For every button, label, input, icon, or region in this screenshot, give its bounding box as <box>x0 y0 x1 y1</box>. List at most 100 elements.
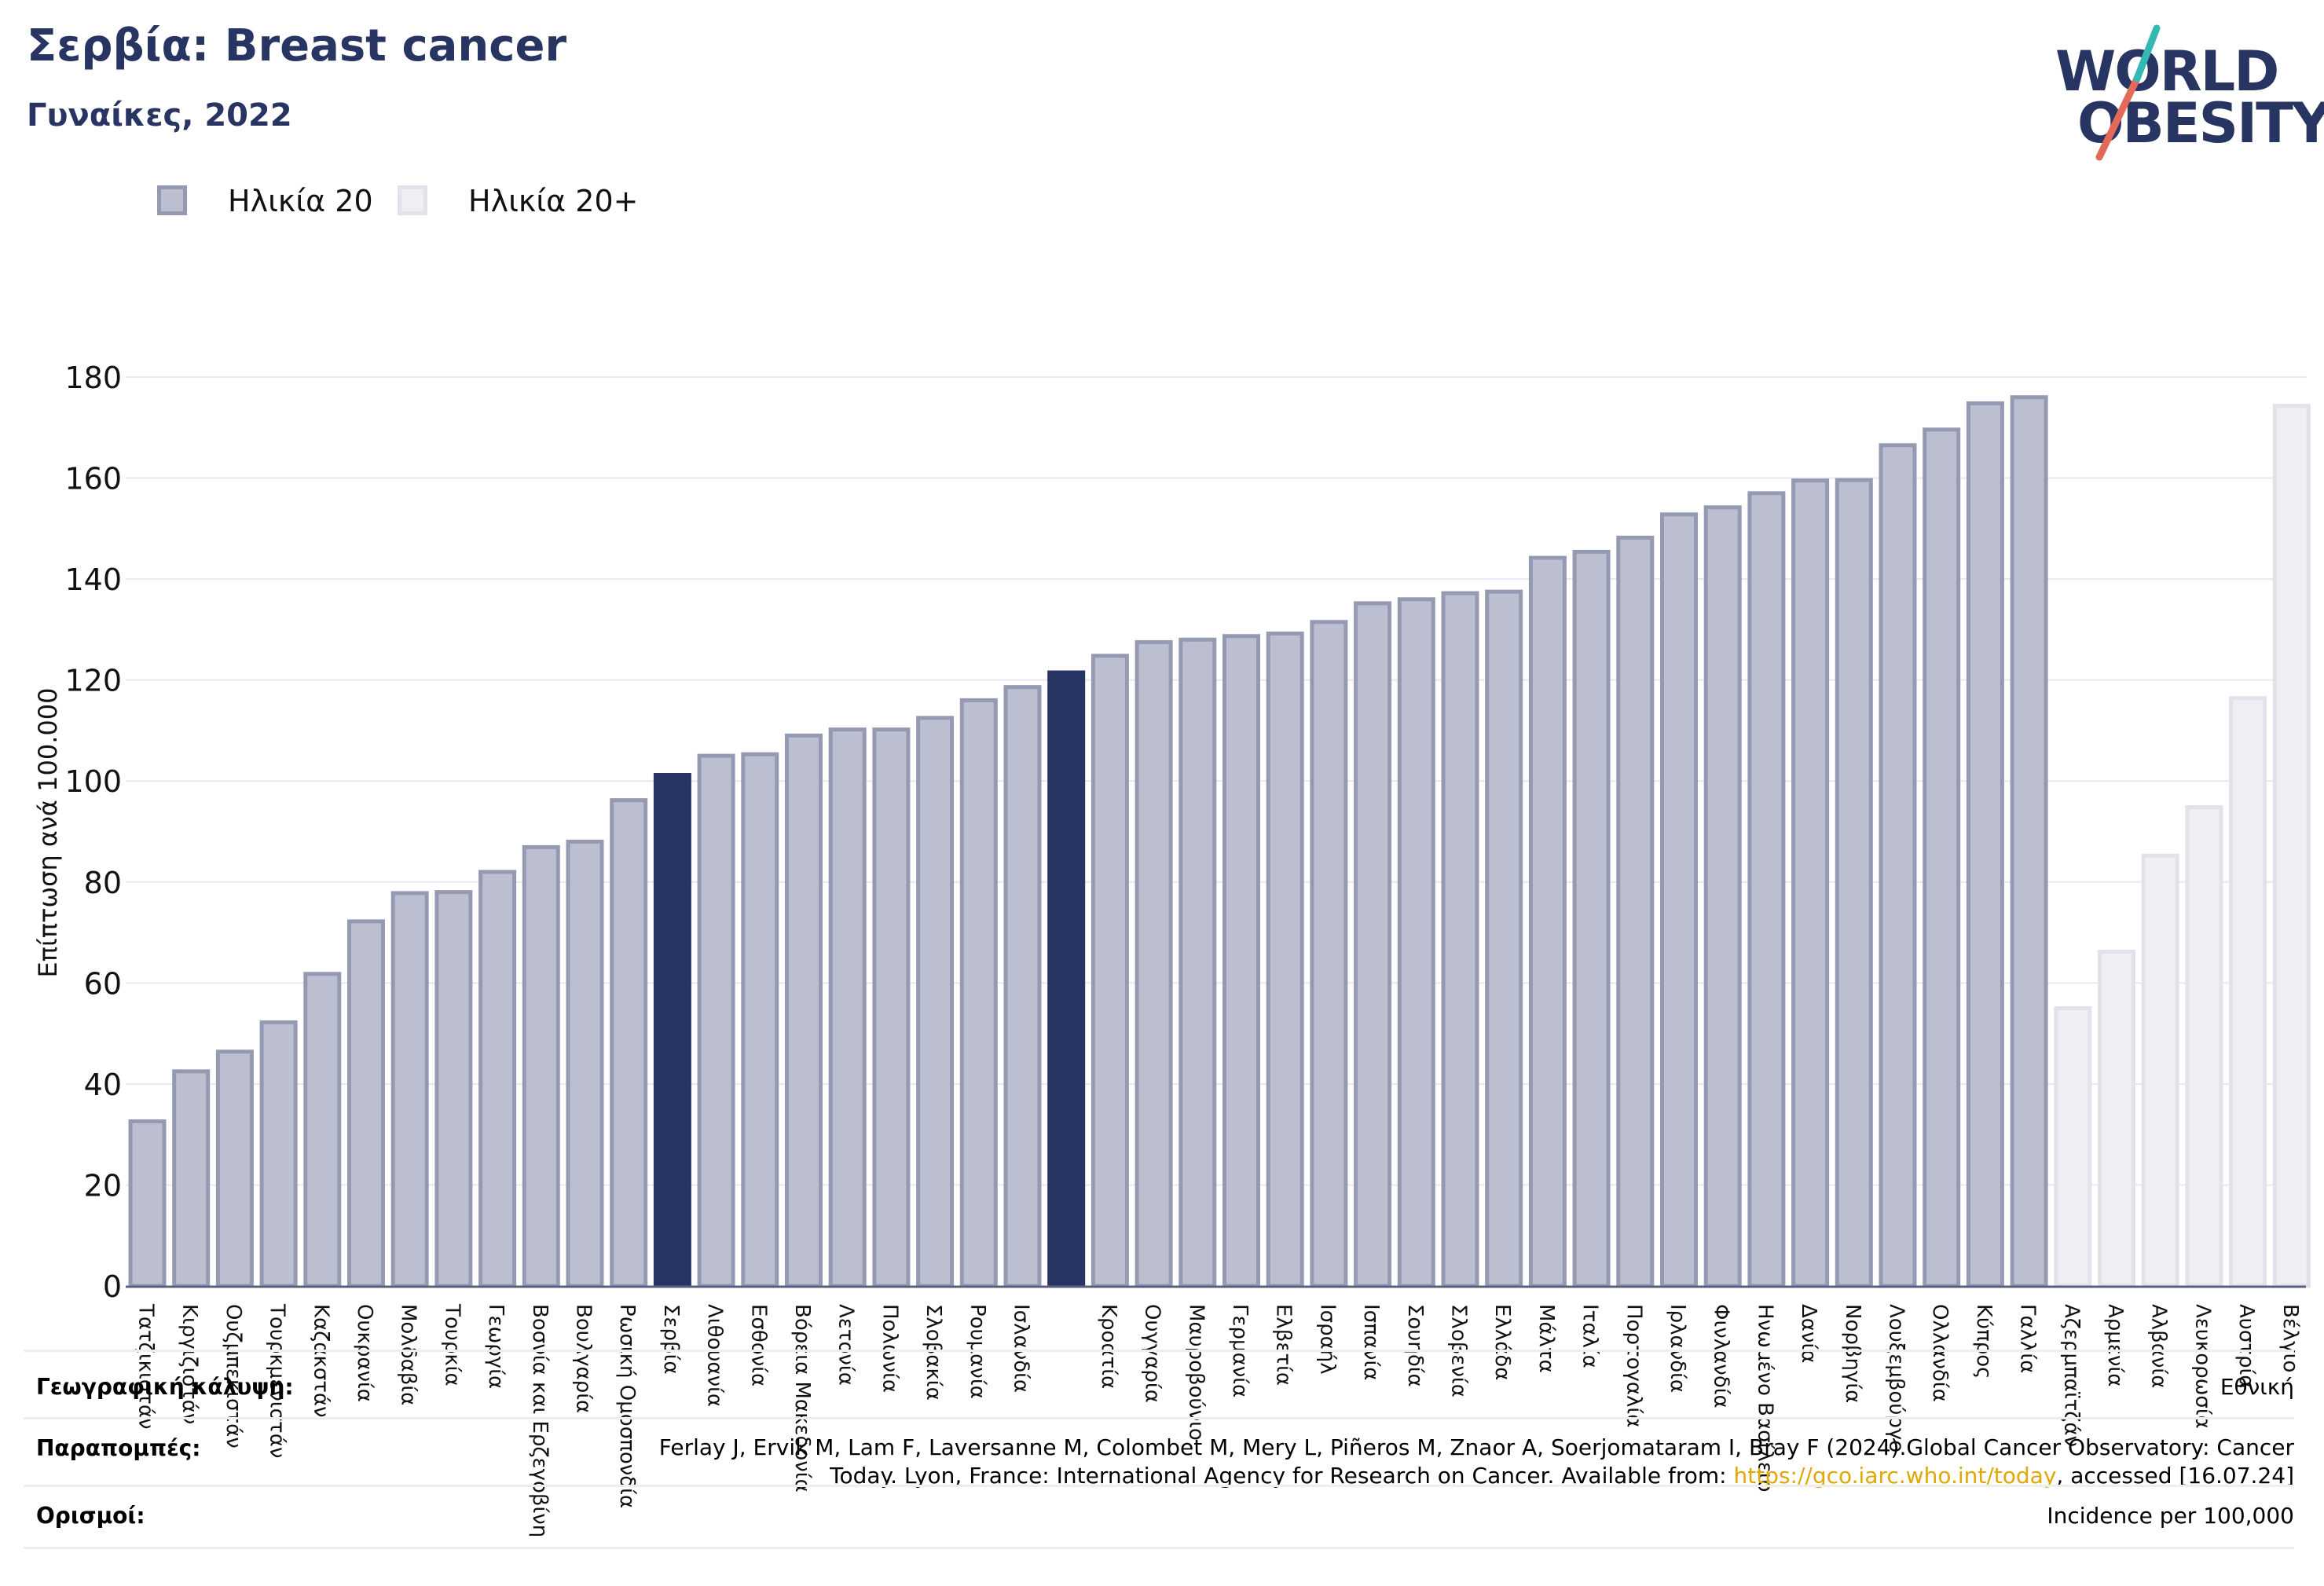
bar <box>1178 637 1217 1288</box>
x-tick-label: Ιταλία <box>1578 1304 1602 1368</box>
x-tick-label: Ισλανδία <box>1010 1304 1033 1393</box>
bar <box>1528 555 1567 1288</box>
bar <box>1791 478 1830 1288</box>
bar <box>2054 1005 2092 1288</box>
bar <box>872 727 911 1288</box>
y-tick-label: 40 <box>84 1068 122 1102</box>
y-tick-label: 100 <box>64 764 122 799</box>
bar <box>1660 512 1698 1288</box>
x-tick-label: Τουρκία <box>440 1303 464 1386</box>
bar <box>1923 427 1961 1288</box>
bar <box>653 773 691 1288</box>
x-tick-label: Ουζμπεκιστάν <box>222 1304 245 1449</box>
y-tick-label: 160 <box>64 462 122 496</box>
bar <box>522 844 560 1288</box>
references-label: Παραπομπές: <box>36 1435 201 1461</box>
coverage-value: Εθνική <box>2220 1374 2294 1400</box>
x-tick-label: Λετονία <box>834 1304 858 1386</box>
bars <box>128 395 2311 1288</box>
bar <box>390 891 429 1288</box>
bar <box>1485 589 1523 1288</box>
bar <box>916 716 955 1288</box>
x-tick-label: Βουλγαρία <box>572 1304 596 1413</box>
y-axis-label: Επίπτωση ανά 100.000 <box>33 688 63 978</box>
x-tick-label: Καζακστάν <box>309 1304 332 1418</box>
definitions-label: Ορισμοί: <box>36 1503 145 1529</box>
x-tick-label: Λιθουανία <box>703 1304 727 1407</box>
x-tick-label: Μάλτα <box>1534 1304 1558 1373</box>
bar <box>1835 478 1873 1288</box>
bar <box>215 1049 254 1288</box>
y-tick-label: 0 <box>103 1269 122 1304</box>
x-tick-label: Σερβία <box>659 1304 683 1375</box>
x-tick-label: Τουρκμενιστάν <box>266 1303 289 1458</box>
x-tick-label: Σουηδία <box>1403 1304 1427 1387</box>
bar <box>434 890 473 1288</box>
y-tick-label: 20 <box>84 1168 122 1203</box>
x-tick-label: Γεωργία <box>484 1304 508 1389</box>
definitions-value: Incidence per 100,000 <box>2047 1503 2294 1529</box>
bar <box>1879 443 1917 1288</box>
references-text: Ferlay J, Ervik M, Lam F, Laversanne M, … <box>636 1434 2294 1490</box>
references-tail: , accessed [16.07.24] <box>2056 1463 2294 1489</box>
bar <box>303 972 342 1288</box>
x-tick-label: Μολδαβία <box>397 1304 420 1405</box>
bar <box>697 753 735 1288</box>
x-tick-label: Ολλανδία <box>1928 1304 1952 1402</box>
logo-line-1: WORLD <box>2055 39 2279 104</box>
x-tick-label: Σλοβακία <box>922 1304 945 1401</box>
bar <box>2272 404 2311 1288</box>
bar <box>2229 696 2267 1288</box>
coverage-label: Γεωγραφική κάλυψη: <box>36 1374 294 1400</box>
x-tick-label: Κιργιζιστάν <box>178 1304 201 1424</box>
bar <box>2010 395 2048 1288</box>
x-tick-label: Βοσνία και Ερζεγοβίνη <box>528 1304 552 1537</box>
x-tick-label: Τατζικιστάν <box>134 1303 158 1430</box>
x-tick-label: Φινλανδία <box>1710 1304 1733 1408</box>
world-obesity-logo: WORLD OBESITY <box>2043 24 2324 165</box>
x-tick-label: Λουξεμβούργο <box>1885 1304 1908 1452</box>
bar <box>1616 535 1655 1288</box>
bar <box>347 919 385 1288</box>
x-tick-label: Ισπανία <box>1359 1304 1383 1380</box>
references-link[interactable]: https://gco.iarc.who.int/today <box>1733 1463 2057 1489</box>
y-tick-label: 180 <box>64 361 122 395</box>
bar <box>1003 685 1042 1288</box>
bar <box>1222 634 1260 1288</box>
legend-swatch-age-20 <box>157 185 187 215</box>
x-tick-label: Κύπρος <box>1972 1304 1996 1379</box>
x-tick-label: Ηνωμένο Βασίλειο <box>1753 1304 1776 1493</box>
bar <box>1266 632 1304 1288</box>
bar <box>1397 597 1435 1288</box>
bar <box>828 727 867 1288</box>
legend-swatch-age-20-plus <box>398 185 427 215</box>
x-tick-label: Βόρεια Μακεδονία <box>790 1304 814 1493</box>
bar <box>1091 654 1129 1288</box>
x-tick-label: Ιρλανδία <box>1666 1304 1689 1393</box>
chart-subtitle: Γυναίκες, 2022 <box>27 97 292 134</box>
x-tick-label: Εσθονία <box>746 1304 770 1386</box>
bar <box>741 752 779 1288</box>
bar <box>2098 949 2135 1288</box>
bar <box>1135 639 1173 1288</box>
legend-label-age-20: Ηλικία 20 <box>228 184 373 218</box>
bar <box>259 1020 298 1288</box>
bar <box>1310 620 1348 1288</box>
x-tick-label: Ελλάδα <box>1490 1304 1514 1380</box>
x-tick-label: Πολωνία <box>878 1304 901 1393</box>
x-tick-label: Αρμενία <box>2103 1304 2127 1386</box>
x-tick-label: Αλβανία <box>2147 1304 2171 1388</box>
bar <box>172 1069 211 1288</box>
x-tick-label: Ουκρανία <box>353 1304 376 1402</box>
x-tick-label: Πορτογαλία <box>1622 1304 1645 1427</box>
bar <box>2141 853 2179 1288</box>
logo-slash-icon <box>2095 24 2161 161</box>
x-tick-label: Ρωσική Ομοσπονδία <box>615 1304 639 1508</box>
y-tick-label: 140 <box>64 562 122 597</box>
x-tick-label: Ελβετία <box>1272 1304 1296 1386</box>
bar <box>959 698 998 1288</box>
x-tick-label: Ουγγαρία <box>1141 1304 1164 1403</box>
bar <box>1047 670 1086 1288</box>
bar <box>785 733 823 1288</box>
